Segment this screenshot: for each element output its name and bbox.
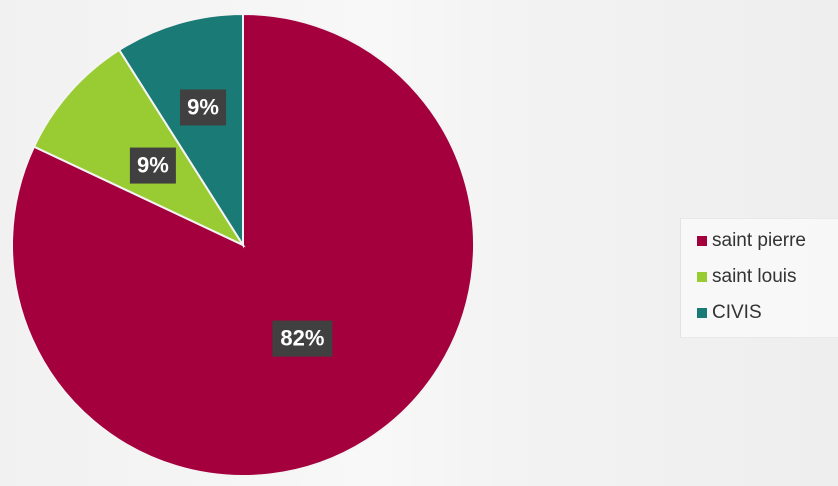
legend-label-civis: CIVIS [712,302,762,323]
data-label-saint-louis: 9% [129,147,176,184]
data-label-box-civis [180,89,227,126]
data-label-saint-pierre: 82% [272,320,333,357]
pie-slice-saint-louis [32,48,246,248]
pie-slice-saint-pierre [11,12,475,477]
data-label-text-saint-pierre: 82% [280,325,324,350]
data-label-text-saint-louis: 9% [137,152,169,177]
legend-item-saint-pierre: saint pierre [681,223,838,259]
legend-label-saint-louis: saint louis [712,266,797,287]
data-label-box-saint-pierre [272,320,333,357]
legend-swatch-saint-louis [697,272,707,282]
data-label-box-saint-louis [129,147,176,184]
data-label-text-civis: 9% [187,94,219,119]
pie-slice-civis [117,12,244,249]
legend-item-civis: CIVIS [681,295,838,331]
legend-swatch-saint-pierre [697,236,707,246]
legend-item-saint-louis: saint louis [681,259,838,295]
legend-swatch-civis [697,308,707,318]
legend-label-saint-pierre: saint pierre [712,230,806,251]
legend: saint pierre saint louis CIVIS [680,218,838,338]
data-label-civis: 9% [180,89,227,126]
